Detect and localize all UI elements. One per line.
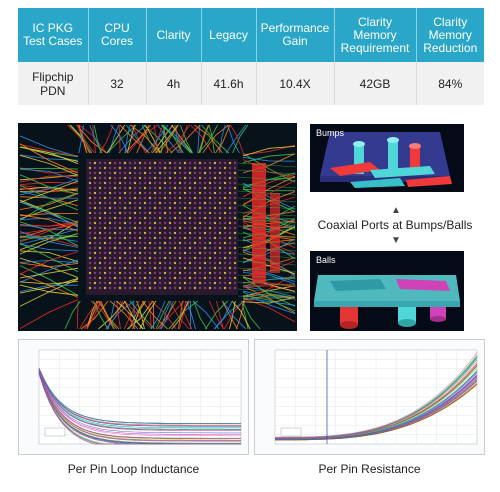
resistance-plot [254,339,485,455]
header-cell: Clarity Memory Reduction [416,8,484,62]
resistance-caption: Per Pin Resistance [318,462,421,476]
balls-label: Balls [316,255,336,265]
package-layout-image [18,123,297,331]
header-cell: IC PKG Test Cases [18,8,89,62]
table-cell: 42GB [334,62,417,105]
header-cell: Clarity [146,8,202,62]
coaxial-ports-caption: Coaxial Ports at Bumps/Balls [317,218,473,232]
header-cell: Clarity Memory Requirement [334,8,417,62]
package-layout-graphic [19,124,297,330]
table-cell: 32 [88,62,147,105]
header-cell: Legacy [201,8,257,62]
header-cell: CPU Cores [88,8,147,62]
table-row: Flipchip PDN 32 4h 41.6h 10.4X 42GB 84% [18,62,484,105]
table-header-row: IC PKG Test Cases CPU Cores Clarity Lega… [18,8,484,62]
table-cell: 4h [146,62,202,105]
comparison-table: IC PKG Test Cases CPU Cores Clarity Lega… [18,8,484,105]
header-cell: Performance Gain [256,8,335,62]
resistance-curves [274,349,478,445]
loop-inductance-curves [38,349,242,445]
arrow-down-icon: ▼ [391,235,401,246]
table-cell: 84% [416,62,484,105]
loop-inductance-plot [18,339,249,455]
balls-3d-image: Balls [310,251,464,331]
table-cell: Flipchip PDN [18,62,89,105]
table-cell: 10.4X [256,62,335,105]
bumps-label: Bumps [316,128,345,138]
arrow-up-icon: ▲ [391,205,401,216]
loop-inductance-caption: Per Pin Loop Inductance [67,462,200,476]
bumps-graphic [320,132,452,188]
bumps-3d-image: Bumps [310,124,464,192]
table-cell: 41.6h [201,62,257,105]
balls-graphic [314,275,460,329]
